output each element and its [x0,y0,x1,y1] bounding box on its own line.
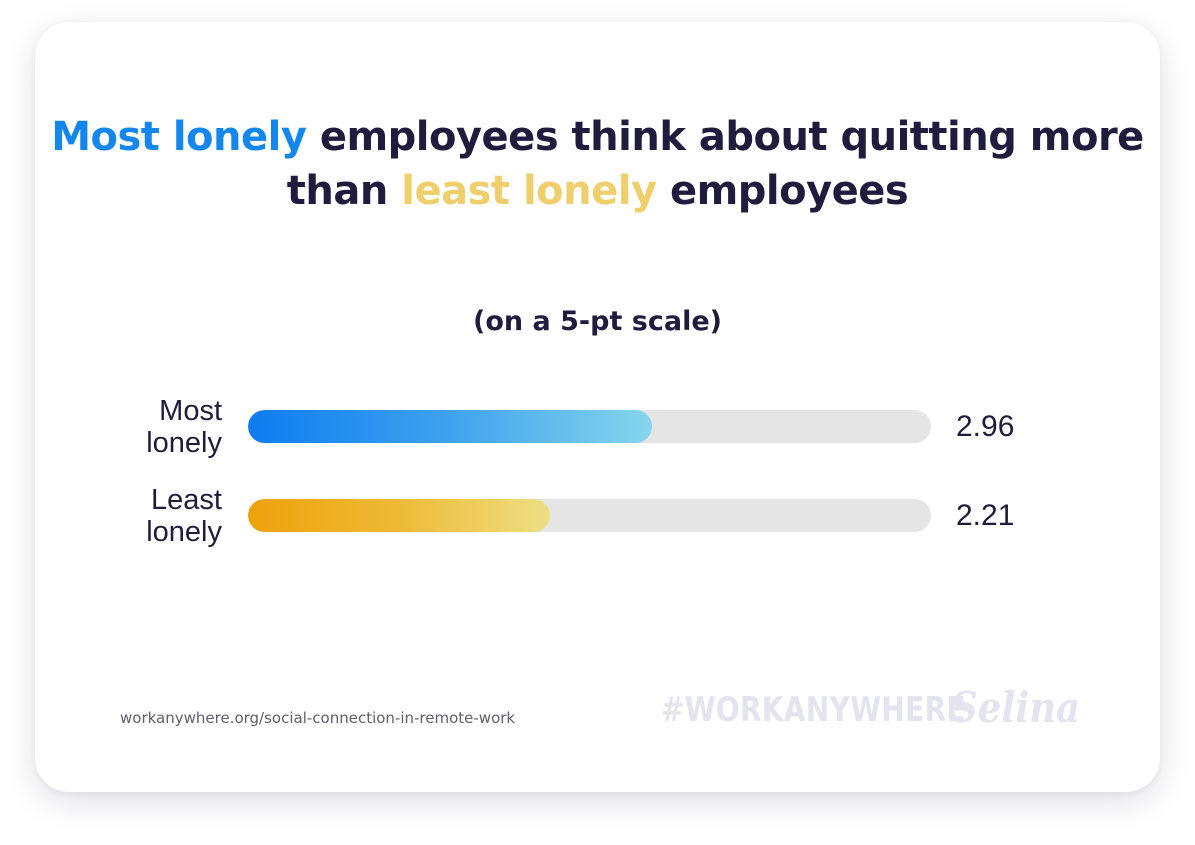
bar-track-most-lonely [248,410,931,443]
chart-card [35,22,1160,792]
category-label-least-lonely: Least lonely [146,484,222,548]
hashtag-text: #WORKANYWHERE [661,690,966,730]
bar-track-least-lonely [248,499,931,532]
chart-subtitle: (on a 5-pt scale) [473,306,722,337]
value-label-least-lonely: 2.21 [956,499,1015,532]
bar-most-lonely [248,410,652,443]
bar-least-lonely [248,499,550,532]
title-text-end: employees [656,168,909,214]
source-link[interactable]: workanywhere.org/social-connection-in-re… [120,709,516,727]
title-highlight-most-lonely: Most lonely [51,114,307,160]
title-text-middle: employees think about quitting more than [286,114,1145,214]
value-label-most-lonely: 2.96 [956,410,1015,443]
selina-logo: Selina [951,683,1081,732]
title-highlight-least-lonely: least lonely [401,168,657,214]
category-label-most-lonely: Most lonely [146,395,222,459]
chart-title: Most lonely employees think about quitti… [0,110,1195,218]
